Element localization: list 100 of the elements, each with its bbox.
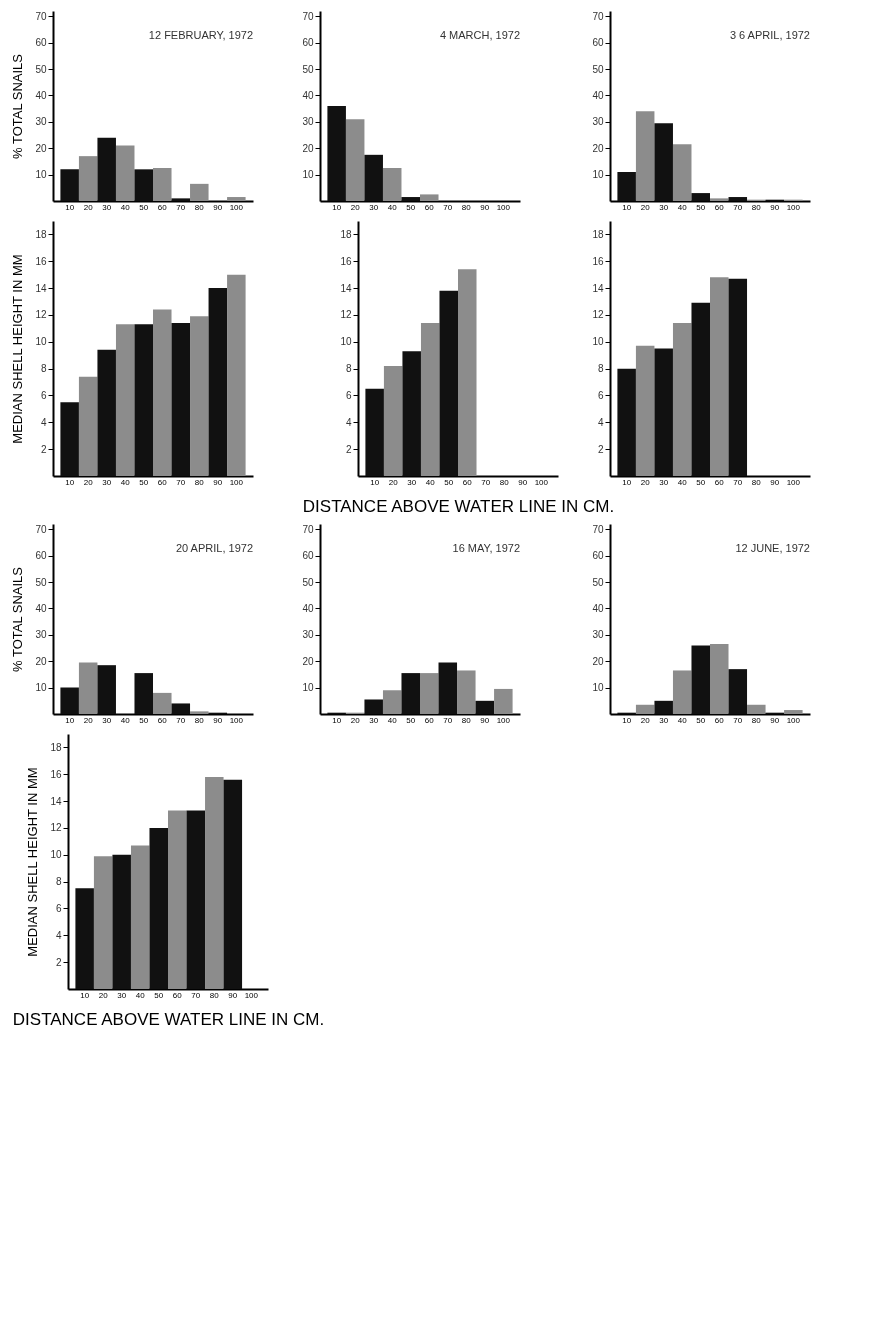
y-tick-label: 30 [592,116,604,128]
x-tick-label: 70 [733,477,743,487]
bar [60,687,79,714]
x-tick-label: 20 [640,715,651,725]
x-tick-label: 40 [677,477,688,487]
bar [171,703,191,714]
x-tick-label: 70 [443,202,453,212]
bar [458,269,477,476]
bar [784,710,803,714]
bar [186,810,206,989]
x-tick-label: 10 [622,477,632,487]
bar [190,183,209,201]
x-tick-label: 20 [388,477,399,487]
y-tick-label: 50 [35,576,47,588]
x-tick-label: 90 [518,477,528,487]
x-axis-title: DISTANCE ABOVE WATER LINE IN CM. [302,496,615,516]
x-tick-label: 40 [425,477,436,487]
bar [168,810,187,989]
x-tick-label: 20 [640,202,651,212]
x-tick-label: 60 [714,202,725,212]
y-tick-label: 20 [302,142,314,154]
bar [654,700,673,714]
x-tick-label: 50 [696,715,706,725]
bar [401,197,420,201]
x-tick-label: 30 [102,715,112,725]
y-tick-label: 10 [35,682,47,694]
y-tick-label: 16 [592,255,604,267]
y-tick-label: 6 [597,389,604,401]
x-tick-label: 50 [139,202,149,212]
x-tick-label: 90 [480,715,490,725]
x-tick-label: 20 [83,202,94,212]
bar [728,197,748,201]
y-tick-label: 10 [302,682,314,694]
x-tick-label: 30 [117,990,127,1000]
x-tick-label: 100 [229,715,244,725]
bar [112,854,131,989]
x-tick-label: 40 [387,715,398,725]
x-tick-label: 90 [213,202,223,212]
y-tick-label: 50 [592,576,604,588]
x-tick-label: 20 [83,715,94,725]
bar [223,779,243,989]
bar [153,692,172,714]
x-tick-label: 30 [659,477,669,487]
y-tick-label: 70 [592,10,604,22]
y-tick-label: 20 [302,655,314,667]
bar [78,662,98,714]
bar [227,197,246,201]
y-tick-label: 12 [340,309,352,321]
bar [97,665,116,714]
x-tick-label: 90 [480,202,490,212]
x-tick-label: 90 [213,477,223,487]
bar [382,690,402,714]
text: 4 MARCH, 1972 [439,29,520,41]
y-tick-label: 70 [302,10,314,22]
y-tick-label: 12 [592,309,604,321]
bar [190,316,209,476]
y-tick-label: 30 [302,116,314,128]
bar [747,704,766,714]
bar [382,168,402,201]
y-tick-label: 4 [40,416,47,428]
bar [635,704,655,714]
x-tick-label: 90 [770,477,780,487]
x-tick-label: 90 [213,715,223,725]
bar [153,168,172,201]
x-tick-label: 60 [424,715,435,725]
bar [401,673,420,714]
x-tick-label: 100 [534,477,549,487]
y-tick-label: 60 [35,37,47,49]
bar [672,670,692,714]
y-tick-label: 16 [35,255,47,267]
y-tick-label: 4 [597,416,604,428]
y-tick-label: 6 [345,389,352,401]
x-tick-label: 50 [696,202,706,212]
bar [97,137,116,201]
bar [171,323,191,476]
bar [97,349,116,476]
text: 12 FEBRUARY, 1972 [148,29,253,41]
y-tick-label: 4 [55,929,62,941]
x-tick-label: 60 [462,477,473,487]
bar [728,278,748,476]
x-tick-label: 70 [481,477,491,487]
x-tick-label: 50 [696,477,706,487]
x-tick-label: 30 [659,715,669,725]
bar [420,194,439,201]
x-tick-label: 100 [244,990,259,1000]
x-tick-label: 100 [496,715,511,725]
x-tick-label: 50 [139,477,149,487]
text: 3 6 APRIL, 1972 [729,29,810,41]
bar [153,309,172,476]
y-tick-label: 2 [345,443,352,455]
y-tick-label: 70 [592,523,604,535]
y-tick-label: 40 [592,89,604,101]
x-tick-label: 30 [407,477,417,487]
bar [149,827,168,989]
bar [327,106,346,201]
x-tick-label: 60 [714,715,725,725]
y-axis-title: % TOTAL SNAILS [10,53,26,160]
x-tick-label: 80 [461,715,472,725]
y-tick-label: 14 [340,282,352,294]
bar [710,198,729,201]
